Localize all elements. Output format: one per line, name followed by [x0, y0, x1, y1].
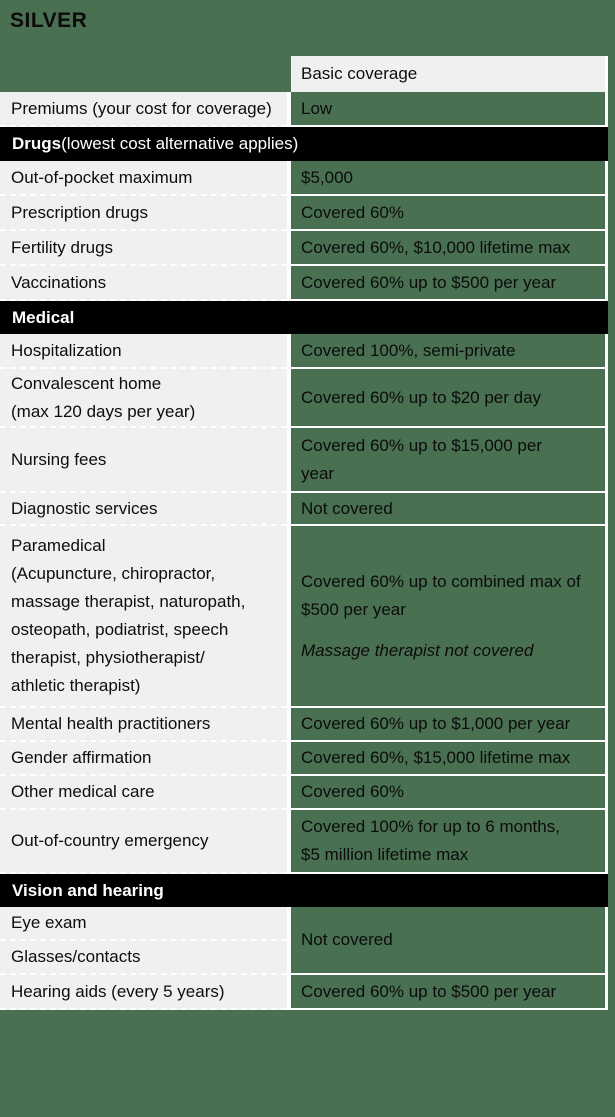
column-divider: [287, 231, 291, 266]
row-label-eye-exam: Eye exam: [0, 907, 287, 941]
column-divider: [287, 907, 291, 975]
column-divider: [287, 369, 291, 428]
row-value: Low: [291, 92, 608, 127]
row-label: Premiums (your cost for coverage): [0, 92, 287, 127]
row-label: Vaccinations: [0, 266, 287, 301]
section-header-vision-hearing: Vision and hearing: [0, 874, 608, 907]
row-value: Covered 60%: [291, 196, 608, 231]
table-row-mental-health: Mental health practitioners Covered 60% …: [0, 708, 608, 742]
coverage-table: Basic coverage Premiums (your cost for c…: [0, 56, 608, 1010]
column-divider: [287, 196, 291, 231]
column-divider: [287, 92, 291, 127]
merged-label-stack: Eye exam Glasses/contacts: [0, 907, 287, 975]
row-value: Covered 60%, $10,000 lifetime max: [291, 231, 608, 266]
table-header-row: Basic coverage: [291, 56, 608, 92]
table-row-hearing-aids: Hearing aids (every 5 years) Covered 60%…: [0, 975, 608, 1010]
row-label: Nursing fees: [0, 428, 287, 493]
column-divider: [287, 742, 291, 776]
column-divider: [287, 266, 291, 301]
row-label: Out-of-country emergency: [0, 810, 287, 874]
row-label: Paramedical (Acupuncture, chiropractor, …: [0, 526, 287, 708]
table-row-out-of-pocket: Out-of-pocket maximum $5,000: [0, 161, 608, 196]
section-title: Drugs: [12, 134, 62, 153]
row-value: Covered 60% up to $500 per year: [291, 975, 608, 1010]
row-value-merged: Not covered: [291, 907, 608, 975]
row-label-glasses-contacts: Glasses/contacts: [0, 941, 287, 975]
row-label: Diagnostic services: [0, 493, 287, 526]
row-value: Covered 60% up to $20 per day: [291, 369, 608, 428]
row-value: Covered 60%: [291, 776, 608, 810]
table-row-convalescent-home: Convalescent home (max 120 days per year…: [0, 369, 608, 428]
row-value: $5,000: [291, 161, 608, 196]
row-label: Gender affirmation: [0, 742, 287, 776]
row-value-note: Massage therapist not covered: [301, 640, 534, 660]
column-divider: [287, 161, 291, 196]
column-divider: [287, 493, 291, 526]
column-divider: [287, 776, 291, 810]
row-label: Hospitalization: [0, 334, 287, 369]
row-value: Covered 60% up to $1,000 per year: [291, 708, 608, 742]
row-value: Covered 100% for up to 6 months, $5 mill…: [291, 810, 608, 874]
row-label: Out-of-pocket maximum: [0, 161, 287, 196]
table-row-fertility-drugs: Fertility drugs Covered 60%, $10,000 lif…: [0, 231, 608, 266]
row-label: Other medical care: [0, 776, 287, 810]
table-row-hospitalization: Hospitalization Covered 100%, semi-priva…: [0, 334, 608, 369]
column-divider: [287, 334, 291, 369]
section-subtitle: (lowest cost alternative applies): [61, 134, 299, 153]
table-row-nursing-fees: Nursing fees Covered 60% up to $15,000 p…: [0, 428, 608, 493]
table-row-vision-merged: Eye exam Glasses/contacts Not covered: [0, 907, 608, 975]
section-title: Vision and hearing: [12, 880, 164, 900]
row-label: Mental health practitioners: [0, 708, 287, 742]
column-divider: [287, 526, 291, 708]
column-divider: [287, 810, 291, 874]
table-row-premiums: Premiums (your cost for coverage) Low: [0, 92, 608, 127]
row-label: Prescription drugs: [0, 196, 287, 231]
column-divider: [287, 708, 291, 742]
table-row-prescription-drugs: Prescription drugs Covered 60%: [0, 196, 608, 231]
row-value: Covered 60% up to $500 per year: [291, 266, 608, 301]
column-header-basic-coverage: Basic coverage: [301, 64, 418, 83]
section-title: Medical: [12, 307, 75, 327]
page-title: SILVER: [10, 9, 88, 32]
row-value-main: Covered 60% up to combined max of $500 p…: [301, 571, 581, 619]
column-divider: [287, 428, 291, 493]
table-row-paramedical: Paramedical (Acupuncture, chiropractor, …: [0, 526, 608, 708]
row-label: Fertility drugs: [0, 231, 287, 266]
section-header-drugs: Drugs (lowest cost alternative applies): [0, 127, 608, 161]
table-row-diagnostic-services: Diagnostic services Not covered: [0, 493, 608, 526]
table-row-gender-affirmation: Gender affirmation Covered 60%, $15,000 …: [0, 742, 608, 776]
row-label: Convalescent home (max 120 days per year…: [0, 369, 287, 428]
row-value: Covered 100%, semi-private: [291, 334, 608, 369]
row-value: Covered 60% up to $15,000 per year: [291, 428, 608, 493]
column-divider: [287, 975, 291, 1010]
row-value: Covered 60%, $15,000 lifetime max: [291, 742, 608, 776]
row-label: Hearing aids (every 5 years): [0, 975, 287, 1010]
table-row-out-of-country: Out-of-country emergency Covered 100% fo…: [0, 810, 608, 874]
table-row-vaccinations: Vaccinations Covered 60% up to $500 per …: [0, 266, 608, 301]
table-row-other-medical-care: Other medical care Covered 60%: [0, 776, 608, 810]
section-header-medical: Medical: [0, 301, 608, 334]
row-value: Not covered: [291, 493, 608, 526]
row-value: Covered 60% up to combined max of $500 p…: [291, 526, 608, 708]
